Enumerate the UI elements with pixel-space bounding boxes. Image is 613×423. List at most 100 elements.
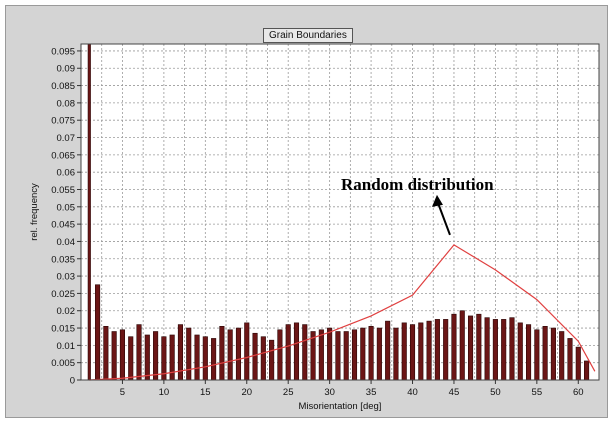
y-tick-label: 0.07 bbox=[57, 133, 76, 144]
y-tick-label: 0.005 bbox=[51, 358, 75, 369]
y-tick-label: 0.01 bbox=[57, 341, 76, 352]
histogram-bar bbox=[95, 284, 101, 381]
histogram-bar bbox=[260, 336, 266, 381]
histogram-bar bbox=[559, 331, 565, 381]
histogram-bar bbox=[285, 324, 291, 381]
x-tick-label: 60 bbox=[573, 387, 584, 398]
x-tick-label: 55 bbox=[532, 387, 543, 398]
histogram-bar bbox=[451, 313, 457, 381]
histogram-bar bbox=[194, 334, 200, 381]
histogram-bar bbox=[277, 329, 283, 381]
x-tick-label: 25 bbox=[283, 387, 294, 398]
y-tick-label: 0.06 bbox=[57, 168, 76, 179]
histogram-bar bbox=[476, 313, 482, 381]
y-tick-label: 0.08 bbox=[57, 98, 76, 109]
histogram-bar bbox=[360, 327, 366, 381]
y-tick-label: 0.02 bbox=[57, 306, 76, 317]
histogram-bar bbox=[509, 317, 515, 381]
histogram-bar bbox=[227, 329, 233, 381]
histogram-bar bbox=[186, 327, 192, 381]
histogram-bar bbox=[567, 338, 573, 381]
annotation-arrowhead bbox=[431, 194, 443, 207]
y-tick-label: 0.095 bbox=[51, 46, 75, 57]
y-tick-label: 0.025 bbox=[51, 289, 75, 300]
histogram-bar bbox=[584, 360, 590, 381]
x-tick-label: 40 bbox=[407, 387, 418, 398]
x-tick-label: 35 bbox=[366, 387, 377, 398]
bar-series bbox=[87, 43, 590, 381]
x-tick-label: 30 bbox=[324, 387, 335, 398]
histogram-bar bbox=[501, 319, 507, 381]
y-tick-label: 0 bbox=[70, 376, 75, 387]
y-tick-label: 0.085 bbox=[51, 81, 75, 92]
histogram-bar bbox=[293, 322, 300, 381]
y-tick-label: 0.035 bbox=[51, 254, 75, 265]
histogram-bar bbox=[136, 324, 142, 381]
chart-title: Grain Boundaries bbox=[263, 28, 353, 43]
histogram-bar bbox=[443, 319, 449, 381]
histogram-bar bbox=[318, 329, 324, 381]
histogram-bar bbox=[343, 331, 349, 381]
histogram-bar bbox=[119, 329, 125, 381]
histogram-bar bbox=[409, 324, 416, 381]
histogram-bar bbox=[335, 331, 341, 381]
x-tick-label: 20 bbox=[241, 387, 252, 398]
histogram-bar bbox=[211, 338, 217, 381]
histogram-bar bbox=[517, 322, 523, 381]
histogram-bar bbox=[111, 331, 117, 381]
annotation-arrow bbox=[437, 202, 451, 236]
histogram-bar bbox=[153, 331, 159, 381]
annotation-label: Random distribution bbox=[341, 175, 494, 194]
histogram-bar bbox=[327, 327, 333, 381]
histogram-bar bbox=[393, 327, 399, 381]
histogram-bar bbox=[385, 320, 391, 381]
histogram-bar bbox=[269, 339, 275, 381]
y-tick-label: 0.075 bbox=[51, 116, 75, 127]
x-tick-label: 45 bbox=[449, 387, 460, 398]
x-tick-label: 10 bbox=[159, 387, 170, 398]
histogram-bar bbox=[235, 327, 242, 381]
histogram-bar bbox=[144, 334, 150, 381]
y-tick-label: 0.05 bbox=[57, 202, 76, 213]
y-tick-label: 0.065 bbox=[51, 150, 75, 161]
histogram-bar bbox=[219, 326, 225, 381]
y-tick-label: 0.045 bbox=[51, 220, 75, 231]
histogram-bar bbox=[202, 336, 208, 381]
histogram-bar bbox=[87, 43, 91, 381]
y-tick-label: 0.04 bbox=[57, 237, 76, 248]
histogram-bar bbox=[434, 319, 440, 381]
histogram-bar bbox=[484, 317, 490, 381]
histogram-bar bbox=[575, 346, 581, 381]
x-tick-label: 15 bbox=[200, 387, 211, 398]
histogram-bar bbox=[534, 329, 540, 381]
histogram-bar bbox=[351, 329, 358, 381]
x-axis-title: Misorientation [deg] bbox=[299, 401, 382, 412]
histogram-bar bbox=[376, 327, 382, 381]
histogram-bar bbox=[244, 322, 250, 381]
histogram-bar bbox=[426, 320, 432, 381]
x-tick-label: 5 bbox=[120, 387, 125, 398]
histogram-bar bbox=[459, 310, 465, 381]
y-tick-label: 0.015 bbox=[51, 324, 75, 335]
y-tick-label: 0.055 bbox=[51, 185, 75, 196]
histogram-bar bbox=[103, 326, 109, 381]
plot-frame bbox=[80, 43, 600, 381]
histogram-bar bbox=[401, 322, 407, 381]
y-axis-ticks: 0 0.005 0.01 0.015 0.02 0.025 0.03 0.035 0.04 0.0… bbox=[51, 46, 81, 387]
histogram-bar bbox=[550, 327, 556, 381]
histogram-bar bbox=[418, 322, 424, 381]
histogram-bar bbox=[302, 324, 308, 381]
histogram-bar bbox=[526, 324, 532, 381]
histogram-bar bbox=[368, 326, 374, 381]
y-tick-label: 0.03 bbox=[57, 272, 76, 283]
y-tick-label: 0.09 bbox=[57, 64, 76, 75]
x-tick-label: 50 bbox=[490, 387, 501, 398]
histogram-bar bbox=[128, 336, 134, 381]
histogram-bar bbox=[492, 319, 498, 381]
histogram-bar bbox=[252, 332, 258, 381]
x-axis-ticks: 5 10 15 20 25 30 35 40 45 50 55 60 bbox=[120, 380, 584, 398]
histogram-bar bbox=[542, 326, 548, 381]
histogram-bar bbox=[467, 315, 474, 381]
random-distribution-curve bbox=[89, 244, 596, 381]
